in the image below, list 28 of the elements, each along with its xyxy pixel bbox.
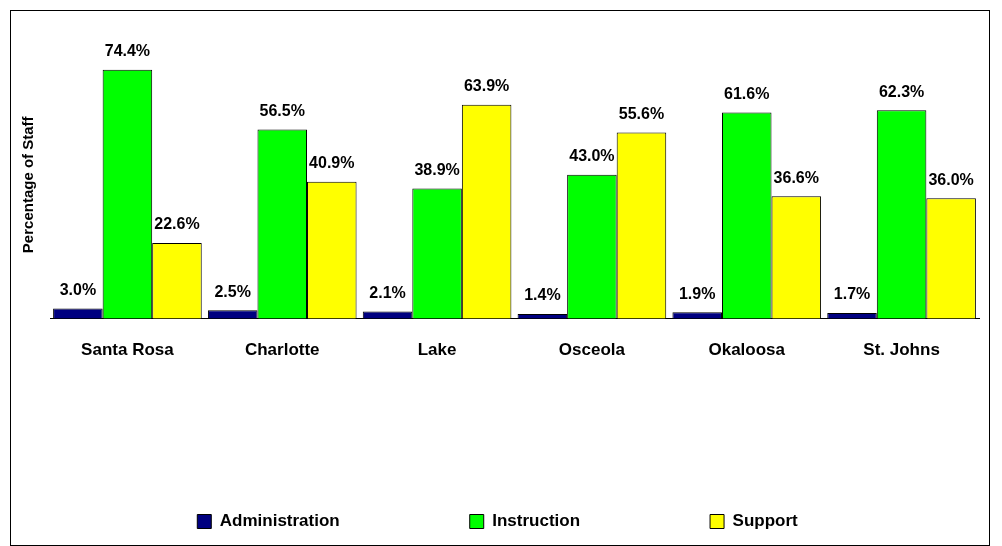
data-label: 1.4% [524,286,561,304]
data-label: 38.9% [414,160,460,178]
data-label: 56.5% [259,102,305,120]
y-axis-title: Percentage of Staff [19,115,37,254]
data-label: 55.6% [618,105,665,123]
data-label: 62.3% [878,82,925,100]
data-label: 2.1% [369,283,406,301]
data-label: 43.0% [569,147,615,165]
x-tick-label: Lake [417,340,457,360]
x-tick-label: Santa Rosa [81,340,175,360]
x-tick-label: St. Johns [863,340,940,360]
data-label: 61.6% [724,84,770,102]
legend-label: Instruction [492,511,581,531]
data-label: 1.7% [833,285,871,303]
data-label: 3.0% [59,280,97,298]
x-tick-label: Charlotte [244,340,320,360]
data-label: 40.9% [309,154,355,172]
data-label: 74.4% [104,42,151,60]
data-label: 63.9% [463,77,510,95]
legend-label: Administration [219,511,340,531]
data-label: 2.5% [214,282,251,300]
data-label: 36.6% [773,168,819,186]
x-tick-label: Okaloosa [708,340,786,360]
data-label: 36.0% [928,170,974,188]
data-label: 22.6% [154,215,200,233]
data-label: 1.9% [678,284,716,302]
legend-label: Support [732,511,799,531]
x-tick-label: Osceola [558,340,626,360]
